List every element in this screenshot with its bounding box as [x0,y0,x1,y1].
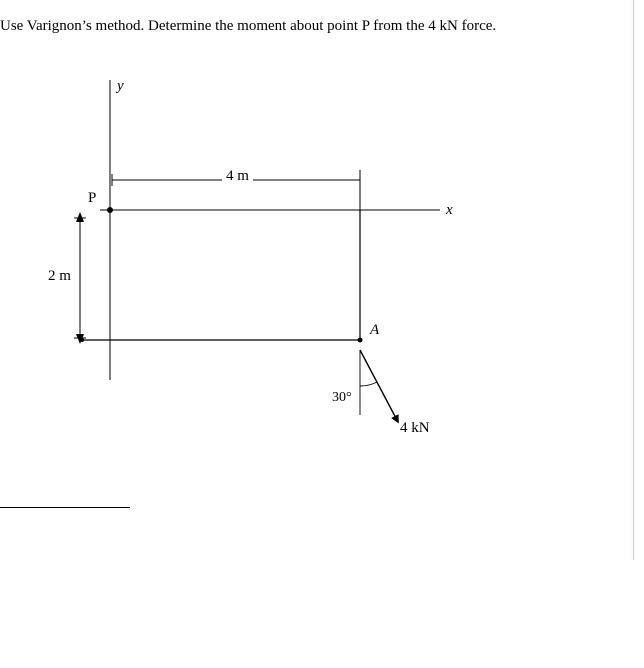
point-p-marker [107,207,113,213]
dim-4m-label: 4 m [222,168,253,185]
point-a-label: A [370,322,379,339]
angle-arc [360,382,377,386]
point-a-marker [358,338,363,343]
problem-statement: Use Varignon’s method. Determine the mom… [0,18,496,35]
dim-2m-top-arrow [76,212,84,222]
force-magnitude-label: 4 kN [400,420,430,437]
x-axis-label: x [446,202,453,219]
footer-rule [0,507,130,508]
dim-2m-label: 2 m [48,268,71,285]
force-angle-label: 30° [332,390,352,406]
point-p-label: P [88,190,96,207]
page-right-edge [633,0,634,560]
figure-svg [40,60,540,510]
y-axis-label: y [117,78,124,95]
figure: y x P A 4 m 2 m 30° 4 kN [40,60,540,510]
